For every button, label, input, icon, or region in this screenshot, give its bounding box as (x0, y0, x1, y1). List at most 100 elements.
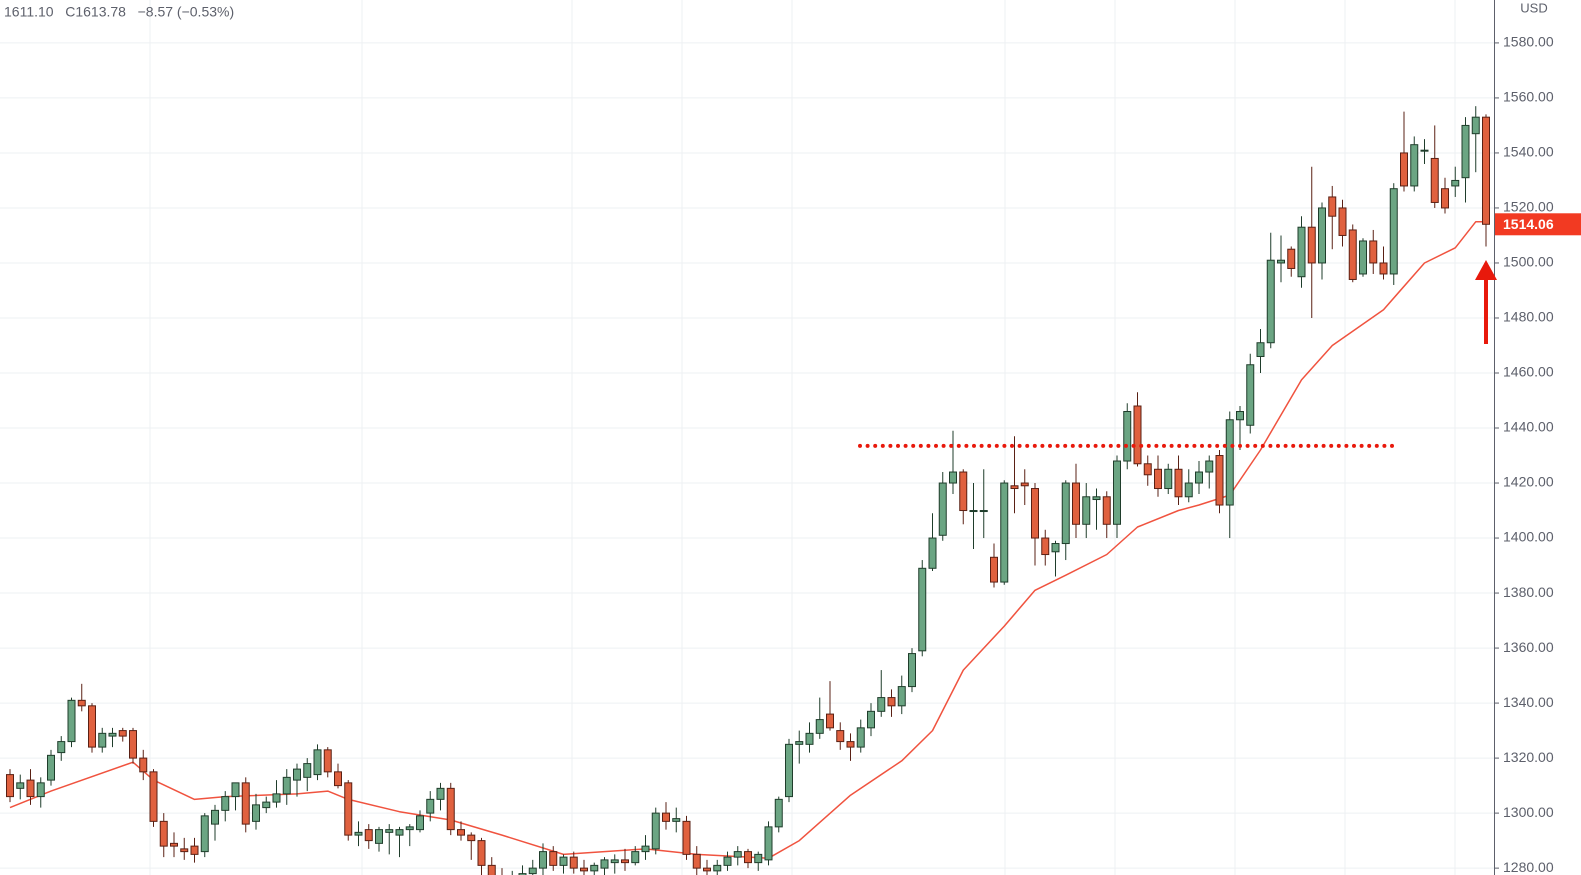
y-tick-label: 1500.00 (1503, 254, 1554, 270)
candle-body (795, 741, 804, 745)
candle-body (1471, 116, 1480, 135)
candle-body (569, 856, 578, 869)
candle-body (282, 776, 291, 795)
candle-body (457, 829, 465, 836)
candle-body (1061, 482, 1070, 545)
candle-body (180, 848, 189, 853)
candle-body (692, 853, 701, 869)
candle-body (1307, 226, 1316, 264)
candle-body (1359, 240, 1367, 275)
candle-body (518, 873, 527, 875)
candle-body (426, 798, 435, 814)
candle-body (539, 851, 547, 869)
y-tick-label: 1520.00 (1503, 199, 1554, 215)
candle-body (1430, 157, 1439, 203)
candle-body (1143, 463, 1152, 476)
candle-body (241, 782, 250, 825)
candle-body (159, 820, 168, 847)
candle-body (754, 853, 763, 864)
y-tick-label: 1540.00 (1503, 144, 1554, 160)
candle-body (815, 719, 824, 734)
candle-body (477, 840, 486, 866)
candle-body (528, 867, 537, 875)
candle-body (139, 757, 148, 773)
candle-body (77, 699, 86, 707)
candle-body (1410, 144, 1419, 187)
candle-body (682, 820, 691, 855)
candle-body (272, 793, 281, 803)
candle-body (88, 705, 96, 748)
candle-body (990, 556, 998, 583)
candle-body (364, 829, 373, 842)
candle-body (897, 686, 906, 707)
candle-body (149, 771, 158, 822)
y-tick-label: 1400.00 (1503, 529, 1554, 545)
candle-body (323, 749, 332, 773)
candle-body (262, 801, 271, 809)
candle-body (1297, 226, 1306, 278)
candle-body (98, 732, 107, 748)
candle-body (1461, 124, 1470, 179)
candle-body (1195, 471, 1203, 484)
candle-body (334, 771, 342, 787)
candle-body (1020, 482, 1029, 487)
price-axis: 1280.00 1300.00 1320.00 1340.00 1360.00 1380.… (1494, 34, 1581, 875)
candle-body (580, 867, 588, 872)
candle-body (221, 796, 230, 811)
candle-body (600, 859, 609, 869)
candle-body (6, 774, 14, 798)
candle-body (1184, 482, 1193, 498)
candle-body (129, 730, 137, 759)
candle-body (47, 754, 55, 781)
candle-body (1441, 188, 1449, 209)
candle-body (231, 782, 240, 798)
candle-body (867, 710, 875, 729)
candle-body (1400, 152, 1408, 187)
candle-body (303, 763, 312, 778)
candle-body (928, 537, 937, 569)
candle-body (1318, 207, 1326, 264)
candle-body (1225, 419, 1234, 506)
y-tick-label: 1460.00 (1503, 364, 1554, 380)
candle-body (16, 782, 25, 789)
candle-body (293, 768, 301, 781)
candle-body (1420, 149, 1429, 152)
candle-body (57, 741, 66, 754)
candle-body (1338, 207, 1347, 236)
candle-body (1277, 259, 1285, 264)
candle-body (1482, 116, 1490, 225)
candle-body (918, 567, 927, 652)
y-tick-label: 1340.00 (1503, 694, 1554, 710)
candle-body (1246, 364, 1255, 426)
candle-body (1389, 188, 1398, 275)
candle-body (959, 471, 968, 512)
candle-body (621, 859, 629, 864)
candle-body (744, 851, 752, 864)
candle-body (67, 699, 76, 743)
candle-body (1102, 496, 1111, 525)
candle-body (764, 826, 773, 861)
candle-body (887, 697, 896, 707)
candle-body (375, 829, 383, 844)
candle-body (610, 859, 619, 864)
y-tick-label: 1300.00 (1503, 804, 1554, 820)
candle-body (703, 867, 711, 872)
candle-body (1092, 496, 1101, 501)
candle-body (1205, 460, 1214, 473)
candle-body (549, 851, 558, 866)
candle-body (785, 743, 793, 798)
candle-body (108, 732, 117, 737)
candle-body (774, 798, 783, 828)
y-tick-label: 1440.00 (1503, 419, 1554, 435)
candle-body (641, 845, 650, 853)
candle-body (1328, 196, 1337, 217)
y-tick-label: 1320.00 (1503, 749, 1554, 765)
candle-body (405, 826, 414, 831)
candle-body (949, 471, 957, 484)
candle-body (559, 856, 568, 866)
candle-body (1164, 468, 1173, 490)
y-tick-label: 1480.00 (1503, 309, 1554, 325)
candle-body (416, 815, 424, 831)
candle-body (1031, 488, 1039, 539)
